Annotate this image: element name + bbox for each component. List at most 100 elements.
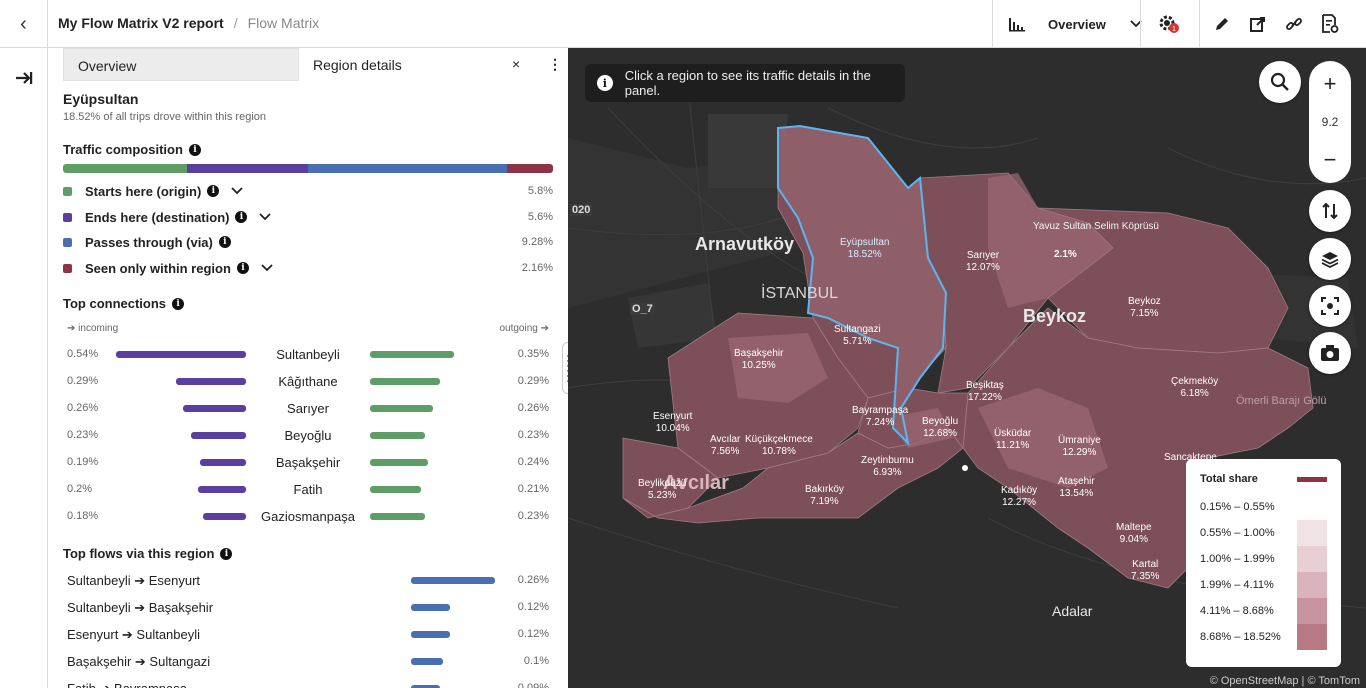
composition-row[interactable]: Passes through (via) i 9.28% xyxy=(63,232,553,252)
layers-button[interactable] xyxy=(1309,238,1351,280)
info-icon[interactable]: i xyxy=(236,262,249,274)
flow-row[interactable]: Fatih ➔ Bayrampaşa 0.09% xyxy=(63,679,553,688)
breadcrumb: My Flow Matrix V2 report / Flow Matrix xyxy=(58,15,319,31)
map-region-label[interactable]: Eyüpsultan 18.52% xyxy=(840,237,889,261)
connection-region-name[interactable]: Başakşehir xyxy=(275,455,341,470)
map-region-label[interactable]: Sultangazi 5.71% xyxy=(834,324,881,348)
map-region-label[interactable]: Beykoz 7.15% xyxy=(1128,296,1161,320)
connection-region-name[interactable]: Kâğıthane xyxy=(278,374,338,389)
info-icon[interactable]: i xyxy=(207,185,220,197)
expand-panel-icon[interactable] xyxy=(15,70,33,86)
map-region-label[interactable]: Avcılar 7.56% xyxy=(710,434,740,458)
info-icon[interactable]: i xyxy=(235,211,248,223)
chevron-down-icon[interactable] xyxy=(231,184,243,198)
composition-percent: 5.6% xyxy=(527,211,553,223)
flow-row[interactable]: Esenyurt ➔ Sultanbeyli 0.12% xyxy=(63,625,553,645)
connection-region-name[interactable]: Gaziosmanpaşa xyxy=(261,509,355,524)
map-region-label[interactable]: Çekmeköy 6.18% xyxy=(1171,376,1218,400)
map-region-label[interactable]: Beylikdüzü 5.23% xyxy=(638,478,686,502)
composition-label-text: Passes through (via) xyxy=(85,234,213,250)
info-icon[interactable]: i xyxy=(188,143,201,156)
info-icon[interactable]: i xyxy=(220,547,233,560)
chevron-down-icon[interactable] xyxy=(259,210,272,224)
map-region-label[interactable]: Beşiktaş 17.22% xyxy=(966,380,1004,404)
composition-row[interactable]: Starts here (origin) i 5.8% xyxy=(63,181,553,201)
back-button[interactable]: ‹ xyxy=(0,0,48,48)
map-region-label[interactable]: Esenyurt 10.04% xyxy=(653,411,692,435)
connection-row[interactable]: 0.54% Sultanbeyli 0.35% xyxy=(63,345,553,365)
map-region-label[interactable]: Zeytinburnu 6.93% xyxy=(861,455,914,479)
map-region-label[interactable]: Beyoğlu 12.68% xyxy=(922,416,958,440)
legend-swatch xyxy=(63,263,72,273)
zoom-in-button[interactable]: + xyxy=(1323,71,1337,96)
map-region-label[interactable]: Maltepe 9.04% xyxy=(1116,522,1152,546)
place-label: Arnavutköy xyxy=(695,234,795,254)
zoom-out-button[interactable]: − xyxy=(1323,147,1337,172)
flow-name: Sultanbeyli ➔ Esenyurt xyxy=(67,573,201,588)
map-region-label[interactable]: Ümraniye 12.29% xyxy=(1058,435,1101,459)
map-region-label[interactable]: Küçükçekmece 10.78% xyxy=(745,434,813,458)
chevron-down-icon[interactable] xyxy=(261,261,273,275)
flow-name: Başakşehir ➔ Sultangazi xyxy=(67,654,211,669)
connection-row[interactable]: 0.29% Kâğıthane 0.29% xyxy=(63,372,553,392)
connection-region-name[interactable]: Sarıyer xyxy=(287,401,329,416)
incoming-percent: 0.19% xyxy=(67,456,99,468)
outgoing-bar xyxy=(370,432,426,439)
legend-range: 0.15% – 0.55% xyxy=(1200,501,1275,513)
flow-percent: 0.09% xyxy=(517,682,549,688)
divider xyxy=(1199,0,1200,48)
map-region-label[interactable]: Bayrampaşa 7.24% xyxy=(852,405,908,429)
tab-overview[interactable]: Overview xyxy=(63,48,299,81)
fit-view-button[interactable] xyxy=(1309,285,1351,327)
share-icon[interactable] xyxy=(1249,15,1267,33)
flow-row[interactable]: Sultanbeyli ➔ Esenyurt 0.26% xyxy=(63,571,553,591)
connection-region-name[interactable]: Sultanbeyli xyxy=(276,347,340,362)
connection-row[interactable]: 0.23% Beyoğlu 0.23% xyxy=(63,426,553,446)
edit-icon[interactable] xyxy=(1213,15,1231,33)
tab-region-details[interactable]: Region details xyxy=(299,48,553,81)
close-tab-button[interactable]: × xyxy=(512,56,521,72)
map-region-label[interactable]: Üsküdar 11.21% xyxy=(994,428,1031,452)
map-region-label[interactable]: Sancaktepe xyxy=(1164,452,1217,464)
search-button[interactable] xyxy=(1259,61,1301,103)
outgoing-percent: 0.35% xyxy=(517,348,549,360)
settings-alert-button[interactable]: 1 xyxy=(1158,14,1180,34)
map-region-label[interactable]: Başakşehir 10.25% xyxy=(734,348,783,372)
legend-row: 0.55% – 1.00% xyxy=(1200,520,1327,546)
connection-row[interactable]: 0.2% Fatih 0.21% xyxy=(63,480,553,500)
info-icon[interactable]: i xyxy=(218,236,231,248)
outgoing-percent: 0.24% xyxy=(517,456,549,468)
flow-row[interactable]: Başakşehir ➔ Sultangazi 0.1% xyxy=(63,652,553,672)
incoming-percent: 0.23% xyxy=(67,429,99,441)
map-region-label[interactable]: Kartal 7.35% xyxy=(1131,559,1159,583)
link-icon[interactable] xyxy=(1285,15,1303,33)
region-label-name: Ataşehir xyxy=(1058,476,1095,487)
connection-row[interactable]: 0.26% Sarıyer 0.26% xyxy=(63,399,553,419)
swap-direction-button[interactable] xyxy=(1309,190,1351,232)
map-region-label[interactable]: Sarıyer 12.07% xyxy=(966,250,1000,274)
view-select[interactable]: Overview xyxy=(1008,12,1142,36)
legend-row: 8.68% – 18.52% xyxy=(1200,624,1327,650)
connection-row[interactable]: 0.19% Başakşehir 0.24% xyxy=(63,453,553,473)
screenshot-button[interactable] xyxy=(1309,332,1351,374)
map-attribution[interactable]: © OpenStreetMap | © TomTom xyxy=(1209,675,1360,687)
flow-percent: 0.26% xyxy=(517,574,549,586)
region-summary: 18.52% of all trips drove within this re… xyxy=(63,111,266,123)
connection-region-name[interactable]: Fatih xyxy=(293,482,323,497)
map-view[interactable]: Arnavutköy İSTANBUL Beykoz Avcılar Adalar Öme… xyxy=(568,48,1366,688)
composition-row[interactable]: Seen only within region i 2.16% xyxy=(63,258,553,278)
incoming-label: ➔ incoming xyxy=(67,323,119,334)
map-region-label[interactable]: Kadıköy 12.27% xyxy=(1001,485,1037,509)
region-label-name: Ümraniye xyxy=(1058,435,1101,446)
info-icon[interactable]: i xyxy=(172,297,185,310)
region-label-percent: 12.07% xyxy=(966,262,1000,273)
connection-row[interactable]: 0.18% Gaziosmanpaşa 0.23% xyxy=(63,507,553,527)
flow-row[interactable]: Sultanbeyli ➔ Başakşehir 0.12% xyxy=(63,598,553,618)
report-title[interactable]: My Flow Matrix V2 report xyxy=(58,15,224,31)
more-options-button[interactable]: ⋮ xyxy=(548,56,562,72)
connection-region-name[interactable]: Beyoğlu xyxy=(284,428,332,443)
map-region-label[interactable]: Ataşehir 13.54% xyxy=(1058,476,1095,500)
composition-row[interactable]: Ends here (destination) i 5.6% xyxy=(63,207,553,227)
map-region-label[interactable]: Bakırköy 7.19% xyxy=(805,484,844,508)
report-settings-icon[interactable] xyxy=(1321,14,1339,34)
